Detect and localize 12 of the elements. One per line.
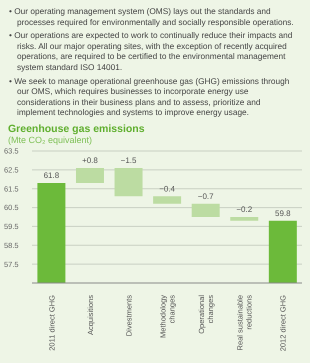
text: • We seek to manage operational greenhouse gas (GHG) emissions through our OMS, which requires businesses to incorporate energy use considerations in their business plans and to assess, prioritize and implement technologies and systems to improve energy usage. — [9, 76, 290, 118]
data-label: +0.8 — [82, 156, 98, 165]
data-label: −1.5 — [120, 156, 137, 165]
data-label: 59.8 — [275, 208, 292, 218]
data-label: −0.7 — [198, 192, 214, 201]
data-label: 61.8 — [44, 170, 60, 180]
text: • Our operations are expected to work to continually reduce their impacts and risks. All our major operating sites, with the exception of recently acquired operations, are required to be certified to the environmental management system standard ISO 14001. — [9, 30, 292, 72]
chart-subtitle: (Mte CO₂ equivalent) — [8, 134, 94, 145]
data-label: −0.4 — [159, 184, 176, 194]
chart-title: Greenhouse gas emissions — [8, 122, 146, 135]
data-label: −0.2 — [236, 204, 253, 214]
text: • Our operating management system (OMS) lays out the standards and processes required for environmentally and socially responsible operations. — [9, 6, 294, 27]
